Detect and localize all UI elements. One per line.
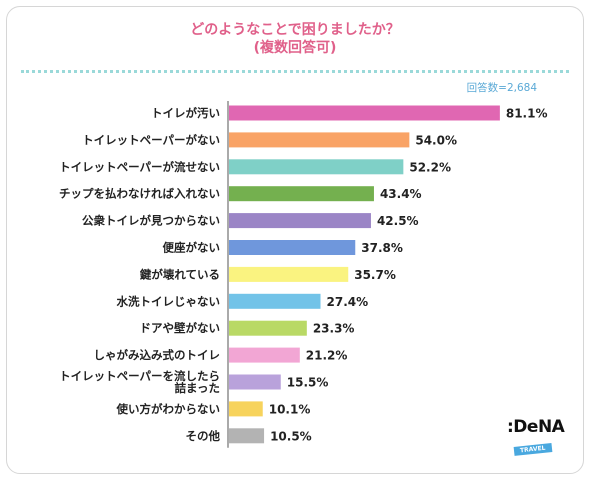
dotted-divider: [21, 70, 569, 73]
bar: [229, 320, 307, 336]
dena-travel-logo: :DeNA TRAVEL: [507, 417, 565, 456]
category-label: トイレットペーパーを流したら詰まった: [59, 369, 220, 395]
bar-chart: 回答数=2,684 トイレが汚い 81.1% トイレットペーパーがない 54.0% トイレ…: [59, 81, 548, 448]
bar: [229, 293, 321, 309]
value-label: 10.1%: [269, 402, 311, 416]
value-label: 81.1%: [506, 107, 548, 121]
category-label: ドアや壁がない: [140, 321, 221, 335]
title-line-1: どのようなことで困りましたか？: [190, 22, 400, 38]
category-label: チップを払わなければ入れない: [59, 187, 220, 201]
category-label: トイレットペーパーが流せない: [59, 160, 220, 174]
bar: [229, 132, 410, 148]
bar: [229, 428, 265, 444]
bar: [229, 240, 356, 255]
value-label: 54.0%: [415, 133, 457, 147]
value-label: 23.3%: [313, 322, 355, 336]
bar: [229, 105, 500, 121]
logo-sub-text: TRAVEL: [513, 443, 553, 456]
bar: [229, 347, 300, 363]
category-label: その他: [186, 429, 221, 443]
category-label: トイレットペーパーがない: [82, 133, 220, 147]
category-label: トイレが汚い: [151, 106, 220, 120]
value-label: 42.5%: [377, 214, 419, 228]
value-label: 27.4%: [327, 295, 369, 309]
category-label: 便座がない: [163, 241, 221, 255]
chart-title: どのようなことで困りましたか？ (複数回答可): [7, 21, 583, 57]
category-label: しゃがみ込み式のトイレ: [94, 348, 221, 362]
logo-main-text: :DeNA: [507, 417, 565, 437]
value-label: 35.7%: [354, 268, 396, 282]
respondent-count: 回答数=2,684: [467, 81, 538, 94]
bar: [229, 266, 349, 282]
category-label: 水洗トイレじゃない: [117, 294, 221, 308]
bar: [229, 374, 281, 390]
category-label: 鍵が壊れている: [140, 267, 220, 281]
category-label: 使い方がわからない: [116, 402, 221, 416]
value-label: 21.2%: [306, 349, 348, 363]
value-label: 52.2%: [409, 160, 451, 174]
value-label: 43.4%: [380, 187, 422, 201]
chart-frame: どのようなことで困りましたか？ (複数回答可) 回答数=2,684 トイレが汚い 8…: [6, 6, 584, 474]
bar: [229, 213, 371, 229]
value-label: 37.8%: [361, 241, 403, 255]
bar: [229, 159, 404, 175]
bar: [229, 401, 263, 417]
category-label: 公衆トイレが見つからない: [82, 214, 220, 228]
value-label: 15.5%: [287, 376, 329, 390]
bar: [229, 186, 374, 202]
title-line-2: (複数回答可): [253, 40, 337, 56]
value-label: 10.5%: [270, 429, 312, 443]
